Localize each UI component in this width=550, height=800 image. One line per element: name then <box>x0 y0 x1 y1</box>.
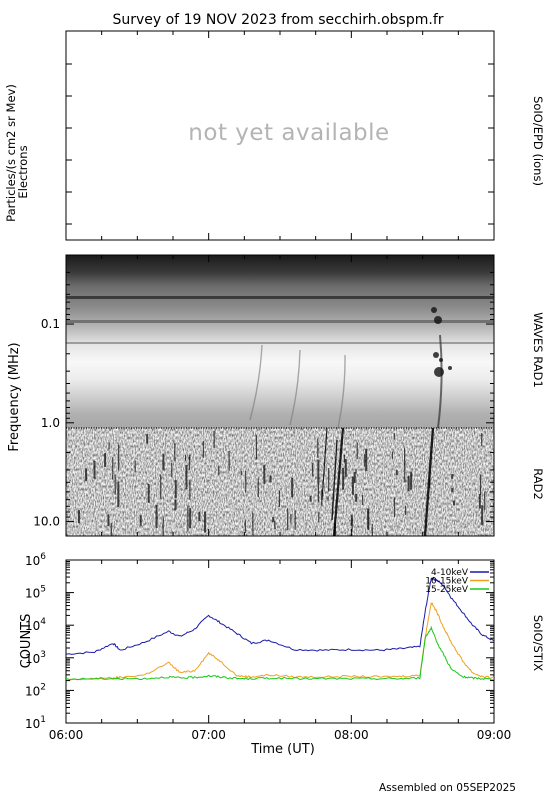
burst-blob <box>434 316 442 324</box>
rad1-spectrogram <box>66 255 494 428</box>
freq-tick-label: 0.1 <box>41 317 60 331</box>
time-tick-label: 08:00 <box>334 728 369 742</box>
epd-frame <box>65 30 495 241</box>
radio-burst-main <box>437 334 443 428</box>
rad2-burst <box>423 428 435 536</box>
burst-blob <box>439 358 443 362</box>
stix-axes: 101 102 103 104 105 106 06:00 07:00 08:00 09:00 <box>25 552 511 742</box>
time-tick-label: 06:00 <box>49 728 84 742</box>
radio-burst-faint <box>249 344 263 421</box>
radio-burst-faint <box>289 349 301 426</box>
stix-frame <box>65 559 495 724</box>
epd-side-label: SoIO/EPD (ions) <box>531 96 545 186</box>
stix-series-10-15keV <box>66 601 494 681</box>
rad2-burst <box>321 428 328 501</box>
waves-panel: 0.1 1.0 10.0 Frequency (MHz) WAVES RAD1 RA… <box>7 254 545 537</box>
stix-series-4-10keV <box>66 576 494 655</box>
counts-tick-label: 102 <box>25 682 46 698</box>
counts-tick-label: 103 <box>25 650 46 666</box>
epd-ticks <box>65 31 495 240</box>
freq-tick-label: 10.0 <box>33 515 60 529</box>
counts-tick-label: 104 <box>25 617 46 633</box>
stix-side-label: SoIO/STIX <box>531 615 545 671</box>
frequency-axis-label: Frequency (MHz) <box>7 342 22 451</box>
radio-burst-faint <box>337 354 346 428</box>
rad2-burst <box>332 428 345 536</box>
epd-panel: not yet available Particles/(s cm2 sr Me… <box>4 30 545 241</box>
legend-label: 10-15keV <box>425 577 469 587</box>
time-axis-label: Time (UT) <box>250 742 315 757</box>
burst-blob <box>433 352 439 358</box>
legend-label: 15-25keV <box>425 585 469 595</box>
stix-panel: 101 102 103 104 105 106 06:00 07:00 08:00 09:00 4… <box>19 552 545 757</box>
rad2-spectrogram <box>66 428 494 536</box>
freq-tick-label: 1.0 <box>41 416 60 430</box>
frequency-ticks: 0.1 1.0 10.0 <box>33 254 495 536</box>
assembled-footer: Assembled on 05SEP2025 <box>379 782 516 794</box>
legend-label: 4-10keV <box>431 568 469 578</box>
rad2-burst <box>331 439 338 521</box>
epd-ylabel: Particles/(s cm2 sr Mev) <box>4 84 18 222</box>
stix-series-15-25keV <box>66 625 494 681</box>
epd-ylabel2: Electrons <box>16 145 30 198</box>
counts-tick-label: 101 <box>25 715 46 731</box>
burst-blob <box>431 307 437 313</box>
counts-axis-label: COUNTS <box>19 614 34 669</box>
rad1-side-label: WAVES RAD1 <box>531 312 545 388</box>
figure-title: Survey of 19 NOV 2023 from secchirh.obsp… <box>112 12 443 28</box>
burst-blob <box>434 367 444 377</box>
rad2-side-label: RAD2 <box>531 468 545 500</box>
burst-blob <box>448 366 452 370</box>
time-tick-label: 09:00 <box>477 728 512 742</box>
counts-tick-label: 106 <box>25 552 46 568</box>
counts-tick-label: 105 <box>25 585 46 601</box>
not-available-message: not yet available <box>188 120 389 146</box>
stix-series <box>66 576 494 681</box>
time-tick-label: 07:00 <box>191 728 226 742</box>
